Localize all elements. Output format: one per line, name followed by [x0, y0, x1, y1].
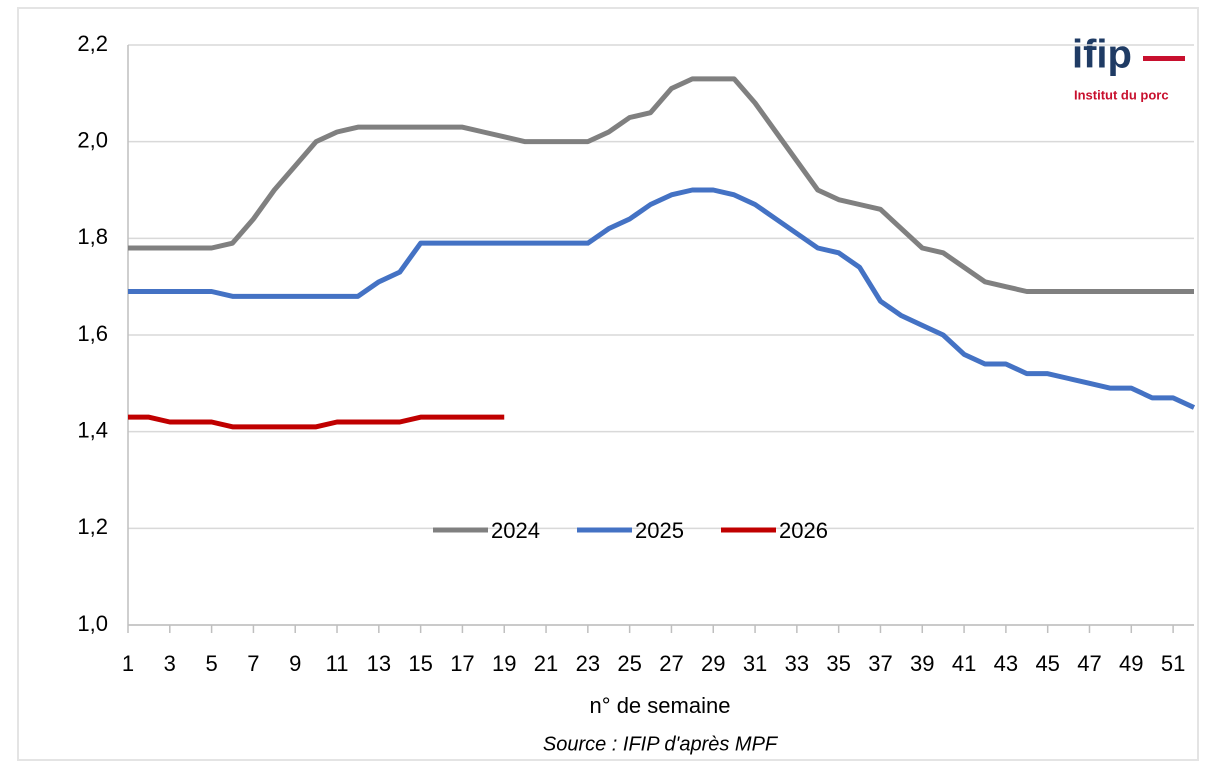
x-tick-label: 47 — [1077, 651, 1101, 676]
legend-label: 2025 — [635, 518, 684, 543]
x-tick-label: 49 — [1119, 651, 1143, 676]
x-tick-label: 27 — [659, 651, 683, 676]
logo-tagline: Institut du porc — [1074, 87, 1169, 102]
x-tick-label: 7 — [247, 651, 259, 676]
x-tick-label: 31 — [743, 651, 767, 676]
x-tick-label: 29 — [701, 651, 725, 676]
x-tick-label: 43 — [994, 651, 1018, 676]
x-tick-label: 9 — [289, 651, 301, 676]
series-line — [128, 414, 505, 430]
x-tick-label: 45 — [1035, 651, 1059, 676]
x-tick-label: 23 — [576, 651, 600, 676]
x-tick-label: 19 — [492, 651, 516, 676]
x-axis-label: n° de semaine — [590, 693, 731, 718]
x-tick-label: 3 — [164, 651, 176, 676]
series-line — [128, 187, 1196, 410]
x-tick-label: 13 — [367, 651, 391, 676]
source: Source : IFIP d'après MPF — [543, 733, 779, 755]
y-tick-label: 1,4 — [77, 417, 108, 442]
x-tick-label: 17 — [450, 651, 474, 676]
x-tick-label: 33 — [785, 651, 809, 676]
chart-frame — [17, 7, 1199, 761]
x-tick-label: 41 — [952, 651, 976, 676]
x-tick-label: 39 — [910, 651, 934, 676]
y-tick-label: 2,0 — [77, 127, 108, 152]
x-tick-label: 25 — [617, 651, 641, 676]
y-tick-label: 1,8 — [77, 224, 108, 249]
logo-name: ifip — [1072, 33, 1132, 77]
logo-bar — [1143, 56, 1185, 61]
x-tick-label: 15 — [408, 651, 432, 676]
x-tick-label: 21 — [534, 651, 558, 676]
series-line — [128, 76, 1194, 294]
x-tick-label: 51 — [1161, 651, 1185, 676]
x-tick-label: 35 — [826, 651, 850, 676]
legend-label: 2024 — [491, 518, 540, 543]
x-tick-label: 1 — [122, 651, 134, 676]
y-tick-label: 1,6 — [77, 321, 108, 346]
x-tick-label: 37 — [868, 651, 892, 676]
x-tick-label: 5 — [205, 651, 217, 676]
legend-label: 2026 — [779, 518, 828, 543]
x-tick-label: 11 — [326, 651, 349, 676]
y-tick-label: 2,2 — [77, 31, 108, 56]
y-tick-label: 1,0 — [77, 611, 108, 636]
y-tick-label: 1,2 — [77, 514, 108, 539]
